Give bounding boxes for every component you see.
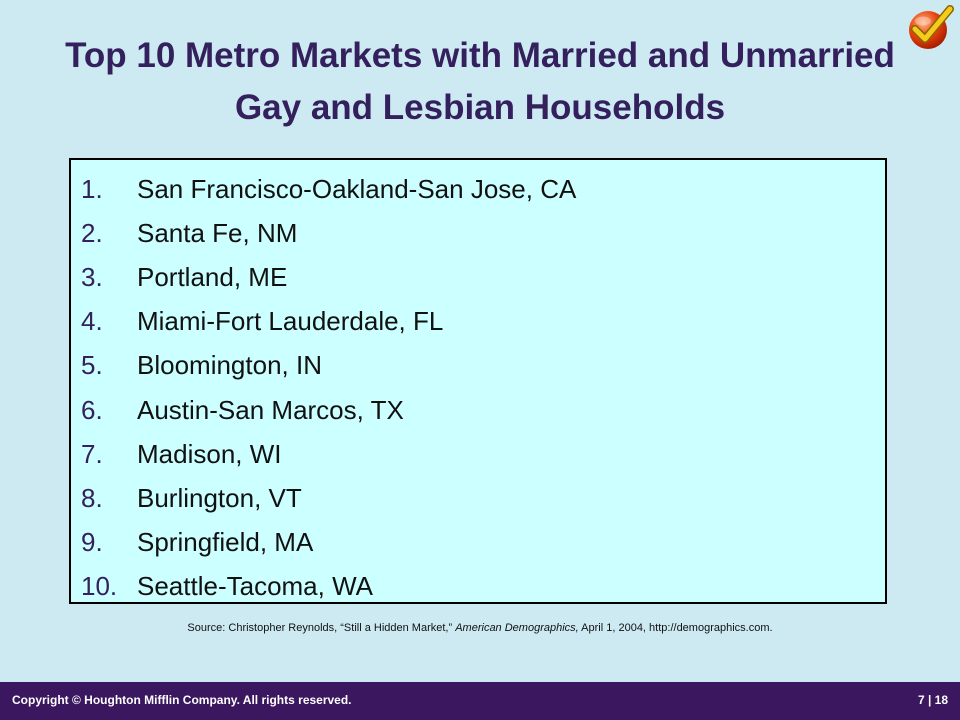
list-item: 2. Santa Fe, NM [71, 211, 885, 255]
list-item: 8. Burlington, VT [71, 476, 885, 520]
list-item: 9. Springfield, MA [71, 521, 885, 565]
list-item-number: 10. [81, 571, 118, 602]
list-item: 3. Portland, ME [71, 255, 885, 299]
list-item-text: Seattle-Tacoma, WA [137, 571, 374, 602]
metro-list-box: 1. San Francisco-Oakland-San Jose, CA 2. Sa… [69, 158, 887, 604]
list-item-number: 2. [81, 217, 103, 248]
slide-title: Top 10 Metro Markets with Married and Un… [65, 36, 895, 127]
list-item-text: Santa Fe, NM [137, 217, 298, 248]
list-item: 4. Miami-Fort Lauderdale, FL [71, 300, 885, 344]
list-item-number: 5. [81, 350, 103, 381]
source-prefix: Source: Christopher Reynolds, “Still a H… [187, 622, 453, 634]
list-item-text: San Francisco-Oakland-San Jose, CA [137, 173, 577, 204]
list-item-text: Madison, WI [137, 438, 282, 469]
metro-list: 1. San Francisco-Oakland-San Jose, CA 2. Sa… [71, 167, 885, 609]
footer-bar: Copyright © Houghton Mifflin Company. Al… [0, 682, 960, 720]
list-item-number: 9. [81, 527, 103, 558]
list-item-number: 3. [81, 261, 103, 292]
list-item-text: Burlington, VT [137, 482, 302, 513]
list-item-number: 8. [81, 482, 103, 513]
copyright-text: Copyright © Houghton Mifflin Company. Al… [12, 693, 352, 707]
list-item: 7. Madison, WI [71, 432, 885, 476]
checkmark-icon [909, 5, 954, 49]
list-item-number: 6. [81, 394, 103, 425]
list-item: 10. Seattle-Tacoma, WA [71, 565, 885, 609]
page-number: 7 | 18 [917, 693, 948, 707]
list-item-text: Portland, ME [137, 261, 288, 292]
list-item: 5. Bloomington, IN [71, 344, 885, 388]
list-item-number: 7. [81, 438, 103, 469]
source-citation: Source: Christopher Reynolds, “Still a H… [0, 622, 960, 634]
list-item-text: Miami-Fort Lauderdale, FL [137, 306, 444, 337]
list-item-text: Springfield, MA [137, 527, 314, 558]
list-item-number: 4. [81, 306, 103, 337]
list-item-number: 1. [81, 173, 103, 204]
source-suffix: April 1, 2004, http://demographics.com. [581, 622, 773, 634]
list-item: 6. Austin-San Marcos, TX [71, 388, 885, 432]
source-publication: American Demographics, [455, 622, 579, 634]
list-item-text: Austin-San Marcos, TX [137, 394, 404, 425]
list-item-text: Bloomington, IN [137, 350, 322, 381]
list-item: 1. San Francisco-Oakland-San Jose, CA [71, 167, 885, 211]
